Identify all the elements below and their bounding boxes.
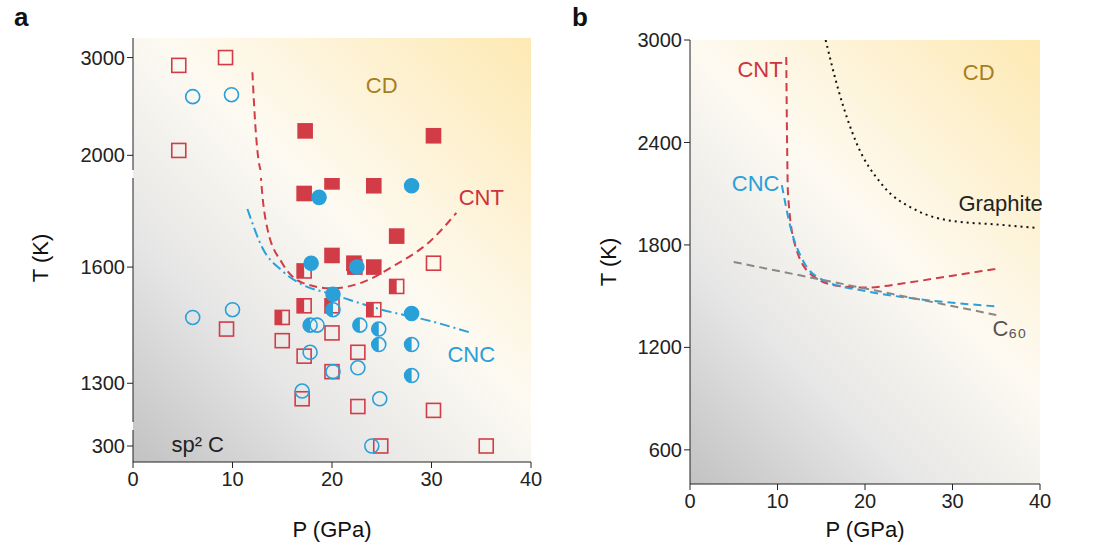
svg-text:CNC: CNC (732, 171, 780, 196)
svg-text:0: 0 (127, 468, 138, 490)
svg-text:10: 10 (766, 490, 788, 512)
svg-text:CNT: CNT (459, 185, 504, 210)
svg-text:CNT: CNT (737, 57, 782, 82)
svg-text:a: a (14, 2, 29, 32)
svg-text:P (GPa): P (GPa) (825, 517, 904, 542)
svg-text:30: 30 (420, 468, 442, 490)
svg-text:3000: 3000 (638, 30, 683, 51)
svg-text:2400: 2400 (638, 132, 683, 154)
svg-text:20: 20 (321, 468, 343, 490)
svg-text:40: 40 (520, 468, 542, 490)
svg-text:2000: 2000 (81, 144, 126, 166)
svg-text:0: 0 (684, 490, 695, 512)
svg-text:3000: 3000 (81, 47, 126, 69)
svg-text:1300: 1300 (81, 372, 126, 394)
svg-text:CD: CD (366, 73, 398, 98)
svg-text:10: 10 (221, 468, 243, 490)
svg-text:CD: CD (963, 60, 995, 85)
svg-text:600: 600 (649, 439, 682, 461)
svg-text:Graphite: Graphite (958, 191, 1042, 216)
svg-text:30: 30 (941, 490, 963, 512)
svg-text:C₆₀: C₆₀ (992, 316, 1026, 341)
svg-text:1800: 1800 (638, 234, 683, 256)
svg-text:20: 20 (854, 490, 876, 512)
svg-text:1600: 1600 (81, 256, 126, 278)
svg-text:40: 40 (1029, 490, 1051, 512)
svg-text:sp² C: sp² C (171, 432, 224, 457)
svg-text:b: b (572, 2, 588, 32)
svg-text:CNC: CNC (447, 342, 495, 367)
svg-text:1200: 1200 (638, 336, 683, 358)
svg-text:T (K): T (K) (28, 234, 53, 282)
svg-text:T (K): T (K) (596, 238, 621, 286)
svg-text:P (GPa): P (GPa) (292, 517, 371, 542)
svg-text:300: 300 (92, 435, 125, 457)
